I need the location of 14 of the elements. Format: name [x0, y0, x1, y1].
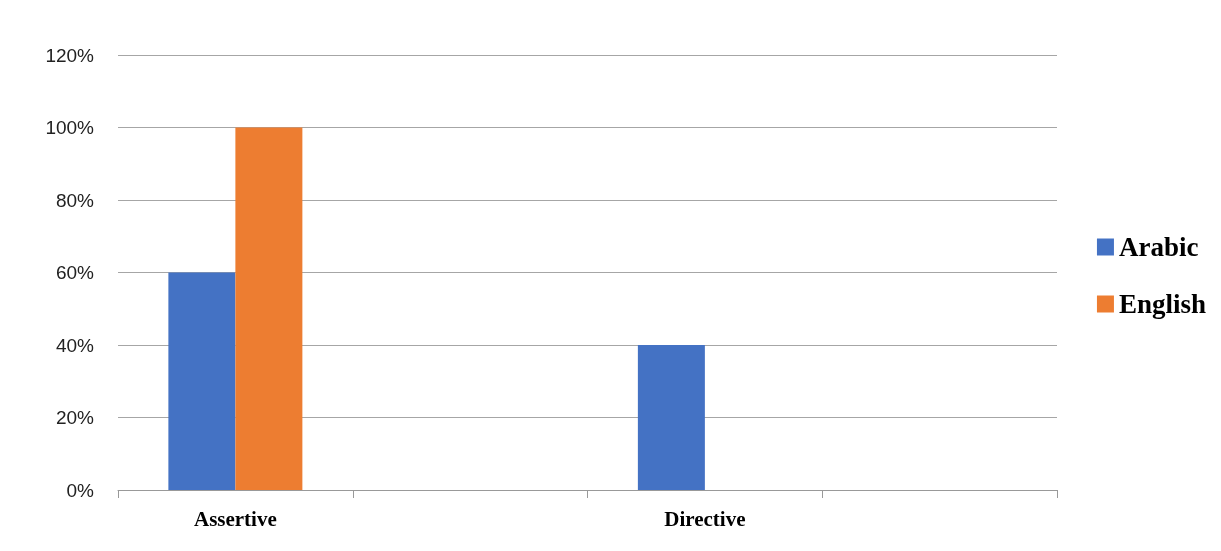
y-tick-label: 80%	[55, 189, 95, 211]
bar	[235, 127, 303, 490]
x-tick-label: Assertive	[193, 506, 277, 531]
legend-label: Arabic	[1118, 232, 1199, 262]
bar	[168, 272, 236, 490]
y-tick-label: 120%	[45, 44, 95, 66]
y-tick-label: 100%	[45, 117, 95, 138]
y-tick-label: 0%	[66, 479, 95, 501]
bar	[637, 345, 705, 490]
legend-label: English	[1118, 289, 1207, 319]
y-tick-label: 40%	[55, 334, 95, 356]
y-tick-label: 20%	[55, 407, 95, 428]
y-tick-label: 60%	[55, 262, 95, 283]
x-tick-label: Directive	[664, 506, 746, 531]
